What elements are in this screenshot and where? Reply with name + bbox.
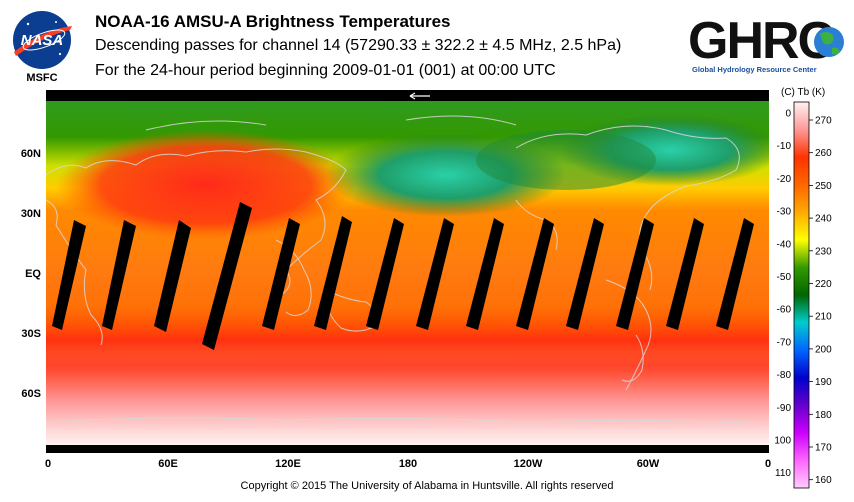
lon-label-0-west: 0 (44, 458, 52, 470)
colorbar-title: (C) Tb (K) (781, 87, 826, 98)
data-gap-swath (314, 216, 352, 330)
data-gap-swath (154, 220, 191, 332)
colorbar-celsius-tick: -40 (777, 239, 792, 250)
lon-label-180: 180 (398, 458, 418, 470)
data-gap-swath (516, 218, 554, 330)
chart-subtitle-period: For the 24-hour period beginning 2009-01… (95, 62, 556, 79)
nasa-logo: NASA MSFC (10, 8, 74, 84)
globe-icon (814, 27, 844, 57)
data-gap-swath (102, 220, 136, 330)
colorbar-celsius-tick: -90 (777, 403, 792, 414)
dateline-arrow-icon (409, 92, 430, 100)
colorbar-kelvin-tick: 170 (815, 443, 832, 454)
colorbar-celsius-tick: -20 (777, 174, 792, 185)
data-gap-swath (52, 220, 86, 330)
lat-label-60n: 60N (20, 148, 41, 160)
colorbar-celsius-tick: -10 (777, 141, 792, 152)
data-gap-swath (366, 218, 404, 330)
colorbar-kelvin-tick: 190 (815, 377, 832, 388)
lon-label-0-east: 0 (764, 458, 772, 470)
colorbar-kelvin-tick: 180 (815, 410, 832, 421)
southern-warm-band (46, 305, 769, 375)
chart-subtitle-channel: Descending passes for channel 14 (57290.… (95, 37, 622, 54)
missing-data-swaths (52, 202, 754, 350)
colorbar-kelvin-tick: 230 (815, 246, 832, 257)
brightness-temperature-map (46, 90, 769, 453)
colorbar-kelvin-tick: 250 (815, 181, 832, 192)
warm-anomaly-region (56, 130, 356, 240)
data-gap-swath (416, 218, 454, 330)
colorbar: 0 -10 -20 -30 -40 -50 -60 -70 -80 -90 -100 -110 270 2… (775, 101, 832, 489)
data-gap-swath (202, 202, 252, 350)
colorbar-kelvin-tick: 270 (815, 116, 832, 127)
colorbar-kelvin-tick: 200 (815, 344, 832, 355)
lon-label-60e: 60E (158, 458, 178, 470)
lon-label-120w: 120W (513, 458, 543, 470)
colorbar-celsius-tick: -30 (777, 207, 792, 218)
colorbar-celsius-tick: -70 (777, 337, 792, 348)
map-top-border (46, 90, 769, 101)
map-bottom-border (46, 445, 769, 453)
copyright-notice: Copyright © 2015 The University of Alaba… (240, 480, 614, 492)
nasa-logo-text: NASA (21, 32, 64, 49)
colorbar-celsius-tick: -50 (777, 272, 792, 283)
nasa-meatball-icon: NASA MSFC (13, 11, 72, 84)
msfc-logo-text: MSFC (26, 72, 57, 84)
colorbar-celsius-tick: -60 (777, 305, 792, 316)
data-gap-swath (262, 218, 300, 330)
lon-label-120e: 120E (275, 458, 301, 470)
data-gap-swath (466, 218, 504, 330)
colorbar-celsius-tick: -100 (775, 436, 791, 447)
chart-title: NOAA-16 AMSU-A Brightness Temperatures (95, 12, 451, 31)
colorbar-kelvin-tick: 220 (815, 279, 832, 290)
colorbar-kelvin-tick: 260 (815, 148, 832, 159)
ghrc-logo-text: GHRC (688, 12, 835, 70)
cold-band (476, 130, 656, 190)
lon-label-60w: 60W (636, 458, 660, 470)
colorbar-kelvin-tick: 210 (815, 312, 832, 323)
colorbar-celsius-tick: -110 (775, 468, 791, 479)
data-gap-swath (566, 218, 604, 330)
data-gap-swath (616, 218, 654, 330)
lat-label-eq: EQ (25, 268, 41, 280)
colorbar-kelvin-tick: 240 (815, 214, 832, 225)
colorbar-kelvin-tick: 160 (815, 475, 832, 486)
lat-label-60s: 60S (21, 388, 41, 400)
colorbar-celsius-tick: -80 (777, 370, 792, 381)
data-gap-swath (716, 218, 754, 330)
colorbar-celsius-tick: 0 (785, 109, 791, 120)
lat-label-30s: 30S (21, 328, 41, 340)
ghrc-logo: GHRC Global Hydrology Resource Center (686, 10, 850, 76)
ghrc-logo-subtitle: Global Hydrology Resource Center (692, 65, 817, 74)
data-gap-swath (666, 218, 704, 330)
lat-label-30n: 30N (20, 208, 41, 220)
colorbar-ramp (793, 101, 810, 489)
